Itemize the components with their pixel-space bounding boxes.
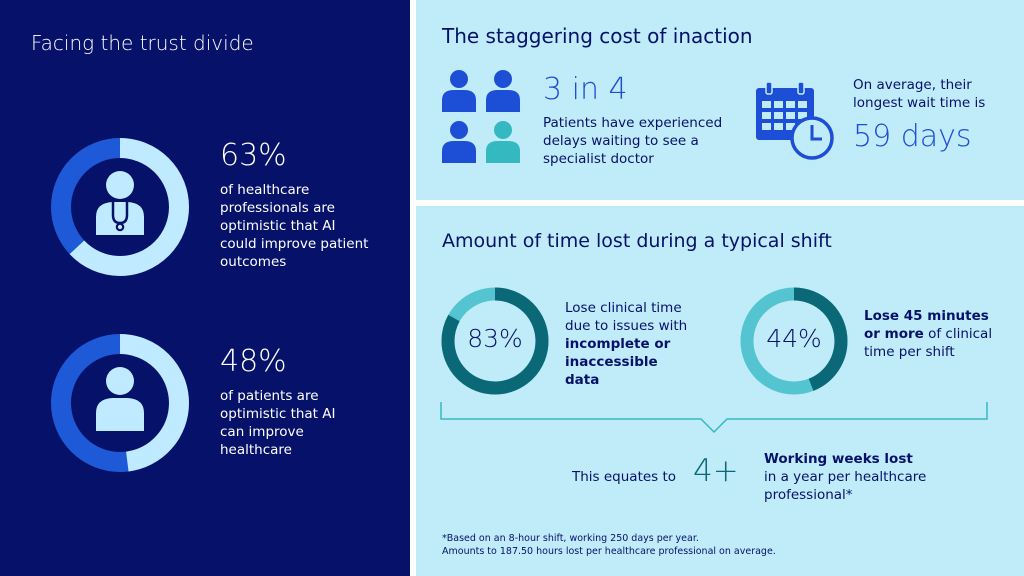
person-icon-4: [486, 121, 520, 163]
equates-label: This equates to: [572, 469, 677, 485]
time-lost-45min-text-plain: of clinical time per shift: [864, 326, 993, 360]
footnote: *Based on an 8-hour shift, working 250 d…: [442, 532, 1002, 558]
person-icon-3: [442, 121, 476, 163]
time-lost-45min-text: Lose 45 minutes or more of clinical time…: [864, 307, 994, 361]
time-lost-45min-donut: [740, 287, 848, 395]
cost-of-inaction-panel: The staggering cost of inaction 3 in 4 P…: [416, 0, 1024, 200]
delay-ratio-text: Patients have experienced delays waiting…: [543, 115, 723, 167]
cost-of-inaction-title: The staggering cost of inaction: [442, 24, 753, 48]
hcp-donut-value-arc: [51, 138, 189, 276]
weeks-lost-text-plain: in a year per healthcare professional*: [764, 469, 927, 503]
patient-icon: [96, 367, 144, 431]
data-issues-text: Lose clinical time due to issues with in…: [565, 299, 695, 389]
calendar-clock-icon: [756, 81, 834, 160]
time-lost-45min-donut-value-arc: [740, 287, 848, 395]
people-icon: [442, 70, 520, 163]
weeks-lost-text-bold: Working weeks lost: [764, 451, 913, 467]
data-issues-value: 83%: [467, 324, 523, 353]
patient-donut-value-arc: [51, 334, 189, 472]
data-issues-donut-value-arc: [441, 287, 549, 395]
weeks-lost-value: 4+: [693, 453, 739, 489]
time-lost-45min-text-bold: Lose 45 minutes or more: [864, 308, 989, 342]
time-lost-title: Amount of time lost during a typical shi…: [442, 230, 832, 252]
patient-optimism-value: 48%: [220, 344, 287, 379]
time-lost-panel: Amount of time lost during a typical shi…: [416, 206, 1024, 576]
time-lost-45min-value: 44%: [766, 324, 822, 353]
data-issues-text-plain: Lose clinical time due to issues with: [565, 300, 688, 334]
person-icon-2: [486, 70, 520, 112]
hcp-optimism-donut: [51, 138, 189, 276]
summary-bracket: [440, 402, 988, 434]
hcp-optimism-text: of healthcare professionals are optimist…: [220, 182, 369, 270]
trust-divide-title: Facing the trust divide: [31, 31, 254, 55]
footnote-line-1: *Based on an 8-hour shift, working 250 d…: [442, 533, 699, 544]
trust-divide-panel: Facing the trust divide 63% of healthcar…: [0, 0, 410, 576]
wait-time-value: 59 days: [853, 119, 972, 154]
weeks-lost-text: Working weeks lost in a year per healthca…: [764, 450, 939, 504]
doctor-icon: [96, 171, 144, 235]
wait-time-intro: On average, their longest wait time is: [853, 77, 986, 111]
hcp-optimism-value: 63%: [220, 138, 287, 173]
data-issues-text-bold: incomplete or inaccessible data: [565, 336, 671, 388]
data-issues-donut: [441, 287, 549, 395]
patient-optimism-text: of patients are optimistic that AI can i…: [220, 388, 336, 458]
footnote-line-2: Amounts to 187.50 hours lost per healthc…: [442, 546, 776, 557]
person-icon-1: [442, 70, 476, 112]
patient-optimism-donut: [51, 334, 189, 472]
delay-ratio-value: 3 in 4: [543, 72, 628, 107]
